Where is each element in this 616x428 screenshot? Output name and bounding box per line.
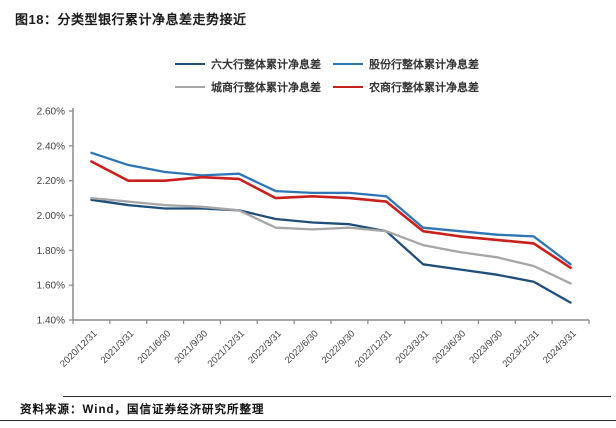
- x-tick-label: 2024/3/31: [541, 328, 579, 366]
- legend-item-0: 六大行整体累计净息差: [175, 56, 321, 72]
- x-tick-label: 2020/12/31: [58, 328, 99, 369]
- x-tick-label: 2023/9/30: [467, 328, 505, 366]
- legend-line-swatch: [333, 63, 363, 65]
- source-divider-bottom: [0, 420, 616, 421]
- y-tick-label: 2.20%: [37, 176, 65, 187]
- series-line-3: [90, 160, 572, 270]
- legend-label: 六大行整体累计净息差: [211, 59, 321, 71]
- y-tick-label: 1.80%: [37, 246, 65, 257]
- y-tick-label: 2.00%: [37, 211, 65, 222]
- legend-item-1: 股份行整体累计净息差: [333, 56, 479, 72]
- legend-line-swatch: [175, 63, 205, 65]
- y-tick-label: 2.60%: [37, 107, 65, 118]
- legend-item-3: 农商行整体累计净息差: [333, 79, 479, 95]
- x-tick-label: 2022/9/30: [320, 328, 358, 366]
- legend-row-1: 城商行整体累计净息差 农商行整体累计净息差: [175, 79, 479, 95]
- x-tick-label: 2023/6/30: [430, 328, 468, 366]
- x-tick-label: 2021/9/30: [172, 328, 210, 366]
- x-tick-label: 2021/12/31: [206, 328, 247, 369]
- legend-label: 城商行整体累计净息差: [211, 82, 321, 94]
- x-tick-label: 2023/3/31: [394, 328, 432, 366]
- legend-item-2: 城商行整体累计净息差: [175, 79, 321, 95]
- series-line-2: [90, 196, 572, 285]
- y-tick-label: 1.40%: [37, 316, 65, 327]
- legend-label: 股份行整体累计净息差: [369, 59, 479, 71]
- x-tick-label: 2022/12/31: [353, 328, 394, 369]
- x-tick-label: 2022/3/31: [246, 328, 284, 366]
- legend-line-swatch: [175, 86, 205, 88]
- x-tick-label: 2023/12/31: [500, 328, 541, 369]
- source-divider-top: [63, 396, 611, 397]
- legend-row-0: 六大行整体累计净息差 股份行整体累计净息差: [175, 56, 479, 72]
- series-line-1: [90, 151, 572, 266]
- legend-line-swatch: [333, 86, 363, 88]
- y-tick-label: 2.40%: [37, 141, 65, 152]
- series-line-0: [90, 198, 572, 304]
- y-tick-label: 1.60%: [37, 281, 65, 292]
- x-tick-label: 2021/6/30: [136, 328, 174, 366]
- source-text: 资料来源：Wind，国信证券经济研究所整理: [20, 404, 265, 416]
- legend-label: 农商行整体累计净息差: [369, 82, 479, 94]
- x-tick-label: 2021/3/31: [99, 328, 137, 366]
- chart-legend: 六大行整体累计净息差 股份行整体累计净息差城商行整体累计净息差 农商行整体累计净息差: [0, 56, 616, 95]
- figure-title: 图18：分类型银行累计净息差走势接近: [15, 12, 247, 27]
- x-tick-label: 2022/6/30: [283, 328, 321, 366]
